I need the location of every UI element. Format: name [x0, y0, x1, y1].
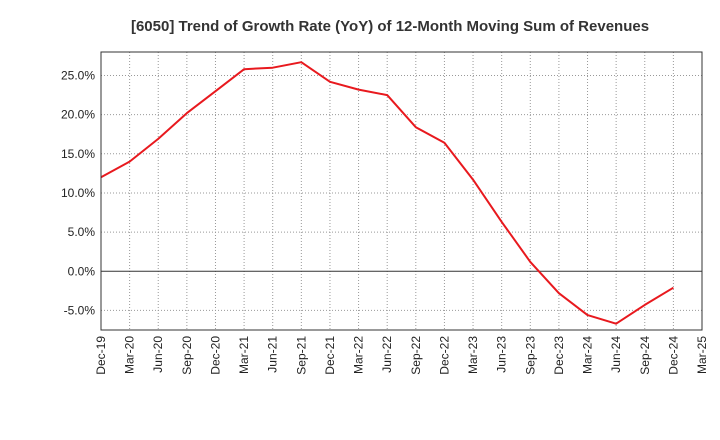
chart-title: [6050] Trend of Growth Rate (YoY) of 12-…: [131, 18, 649, 35]
x-tick-label: Dec-19: [94, 336, 108, 375]
y-tick-label: 15.0%: [61, 147, 95, 161]
x-tick-label: Sep-23: [523, 336, 537, 375]
x-tick-label: Dec-23: [552, 336, 566, 375]
y-tick-label: -5.0%: [64, 303, 96, 317]
x-tick-label: Mar-25: [695, 336, 709, 374]
x-tick-label: Sep-22: [409, 336, 423, 375]
x-tick-label: Jun-24: [609, 336, 623, 373]
x-axis: Dec-19 Mar-20 Jun-20 Sep-20 Dec-20 Mar-21 Jun-…: [94, 336, 709, 375]
y-tick-label: 0.0%: [68, 264, 96, 278]
plot-frame: [100, 51, 703, 331]
y-tick-label: 5.0%: [68, 225, 96, 239]
x-tick-label: Dec-21: [323, 336, 337, 375]
x-tick-label: Jun-22: [380, 336, 394, 373]
x-tick-label: Jun-20: [151, 336, 165, 373]
x-tick-label: Mar-23: [466, 336, 480, 374]
x-tick-label: Dec-24: [666, 336, 680, 375]
y-tick-label: 10.0%: [61, 186, 95, 200]
x-tick-label: Mar-20: [123, 336, 137, 374]
x-tick-label: Jun-23: [495, 336, 509, 373]
x-tick-label: Sep-24: [638, 336, 652, 375]
x-tick-label: Dec-20: [208, 336, 222, 375]
y-tick-label: 20.0%: [61, 108, 95, 122]
x-tick-label: Sep-20: [180, 336, 194, 375]
x-tick-label: Mar-21: [237, 336, 251, 374]
series-line: [100, 61, 674, 325]
x-tick-label: Sep-21: [294, 336, 308, 375]
x-tick-label: Mar-24: [581, 336, 595, 374]
grid: [101, 52, 702, 330]
y-tick-label: 25.0%: [61, 68, 95, 82]
y-axis: -5.0% 0.0% 5.0% 10.0% 15.0% 20.0% 25.0%: [61, 68, 95, 317]
x-tick-label: Jun-21: [266, 336, 280, 373]
x-tick-label: Mar-22: [352, 336, 366, 374]
x-tick-label: Dec-22: [437, 336, 451, 375]
series: [100, 61, 674, 325]
